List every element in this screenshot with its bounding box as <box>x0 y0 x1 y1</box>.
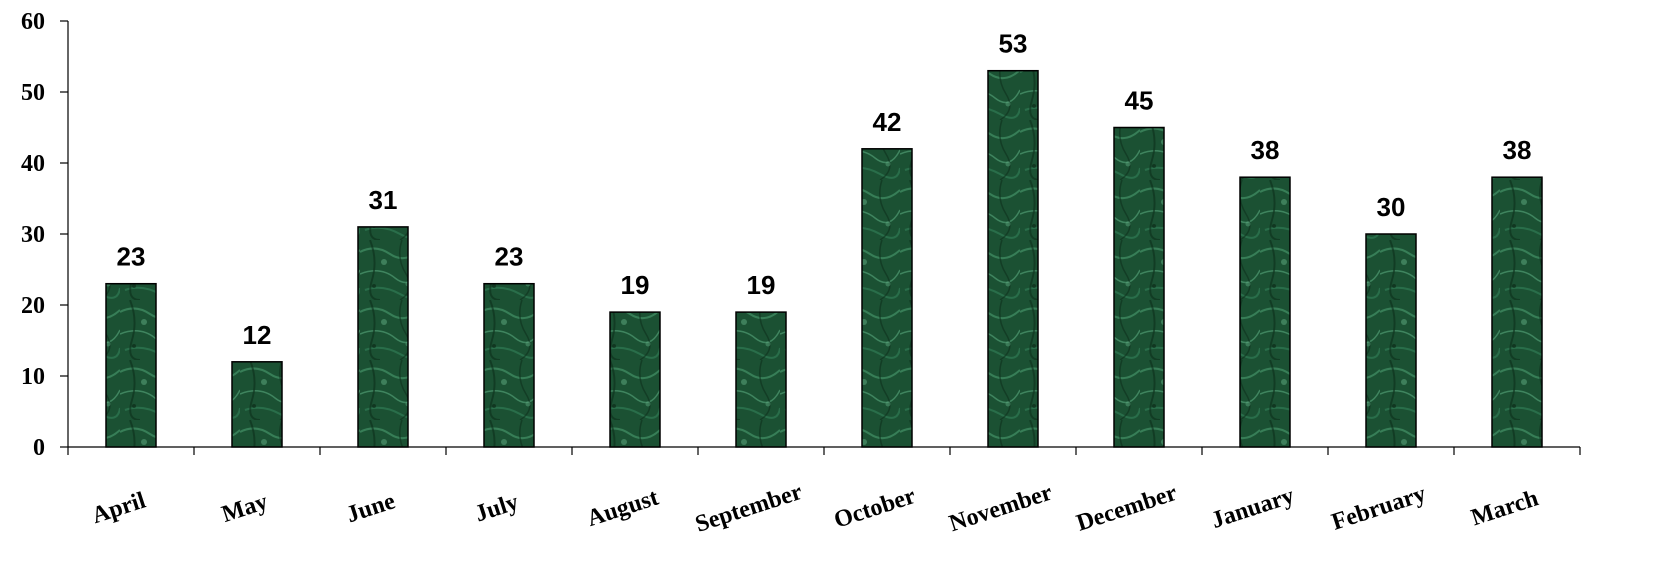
bars <box>105 69 1543 448</box>
x-tick-label-january: January <box>1208 483 1297 534</box>
x-tick-label-september: September <box>692 479 806 538</box>
data-label-may: 12 <box>243 320 272 350</box>
bar-october <box>861 148 913 448</box>
bar-august <box>609 311 661 448</box>
data-label-february: 30 <box>1377 192 1406 222</box>
x-tick-label-march: March <box>1468 485 1542 531</box>
x-tick-label-october: October <box>831 483 919 534</box>
x-tick-label-december: December <box>1073 480 1180 537</box>
y-tick-label: 30 <box>21 222 45 248</box>
x-tick-label-april: April <box>89 487 149 529</box>
x-tick-label-july: July <box>472 489 522 527</box>
data-label-july: 23 <box>495 242 524 272</box>
bar-november <box>987 69 1039 448</box>
data-label-march: 38 <box>1503 135 1532 165</box>
data-label-december: 45 <box>1125 86 1154 116</box>
bar-february <box>1365 233 1417 448</box>
data-label-june: 31 <box>369 185 398 215</box>
x-tick-label-august: August <box>584 485 662 532</box>
bar-march <box>1491 176 1543 448</box>
y-tick-label: 0 <box>33 435 45 461</box>
y-tick-label: 10 <box>21 364 45 390</box>
y-tick-label: 20 <box>21 293 45 319</box>
data-label-january: 38 <box>1251 135 1280 165</box>
x-tick-label-may: May <box>219 489 271 528</box>
data-label-september: 19 <box>747 270 776 300</box>
bar-april <box>105 282 157 448</box>
axes: 0 10 20 30 40 50 60 April May June July August Septe… <box>21 9 1581 538</box>
x-tick-label-february: February <box>1329 481 1430 536</box>
x-tick-label-november: November <box>946 479 1056 537</box>
data-labels: 23 12 31 23 19 19 42 53 45 38 30 38 <box>117 29 1532 350</box>
y-tick-label: 60 <box>21 9 45 35</box>
bar-december <box>1113 126 1165 448</box>
data-label-october: 42 <box>873 107 902 137</box>
data-label-august: 19 <box>621 270 650 300</box>
bar-may <box>231 361 283 448</box>
y-tick-label: 40 <box>21 151 45 177</box>
y-tick-label: 50 <box>21 80 45 106</box>
data-label-april: 23 <box>117 242 146 272</box>
bar-june <box>357 226 409 448</box>
bar-september <box>735 311 787 448</box>
data-label-november: 53 <box>999 29 1028 59</box>
x-tick-label-june: June <box>343 488 398 528</box>
bar-july <box>483 282 535 448</box>
bar-january <box>1239 176 1291 448</box>
